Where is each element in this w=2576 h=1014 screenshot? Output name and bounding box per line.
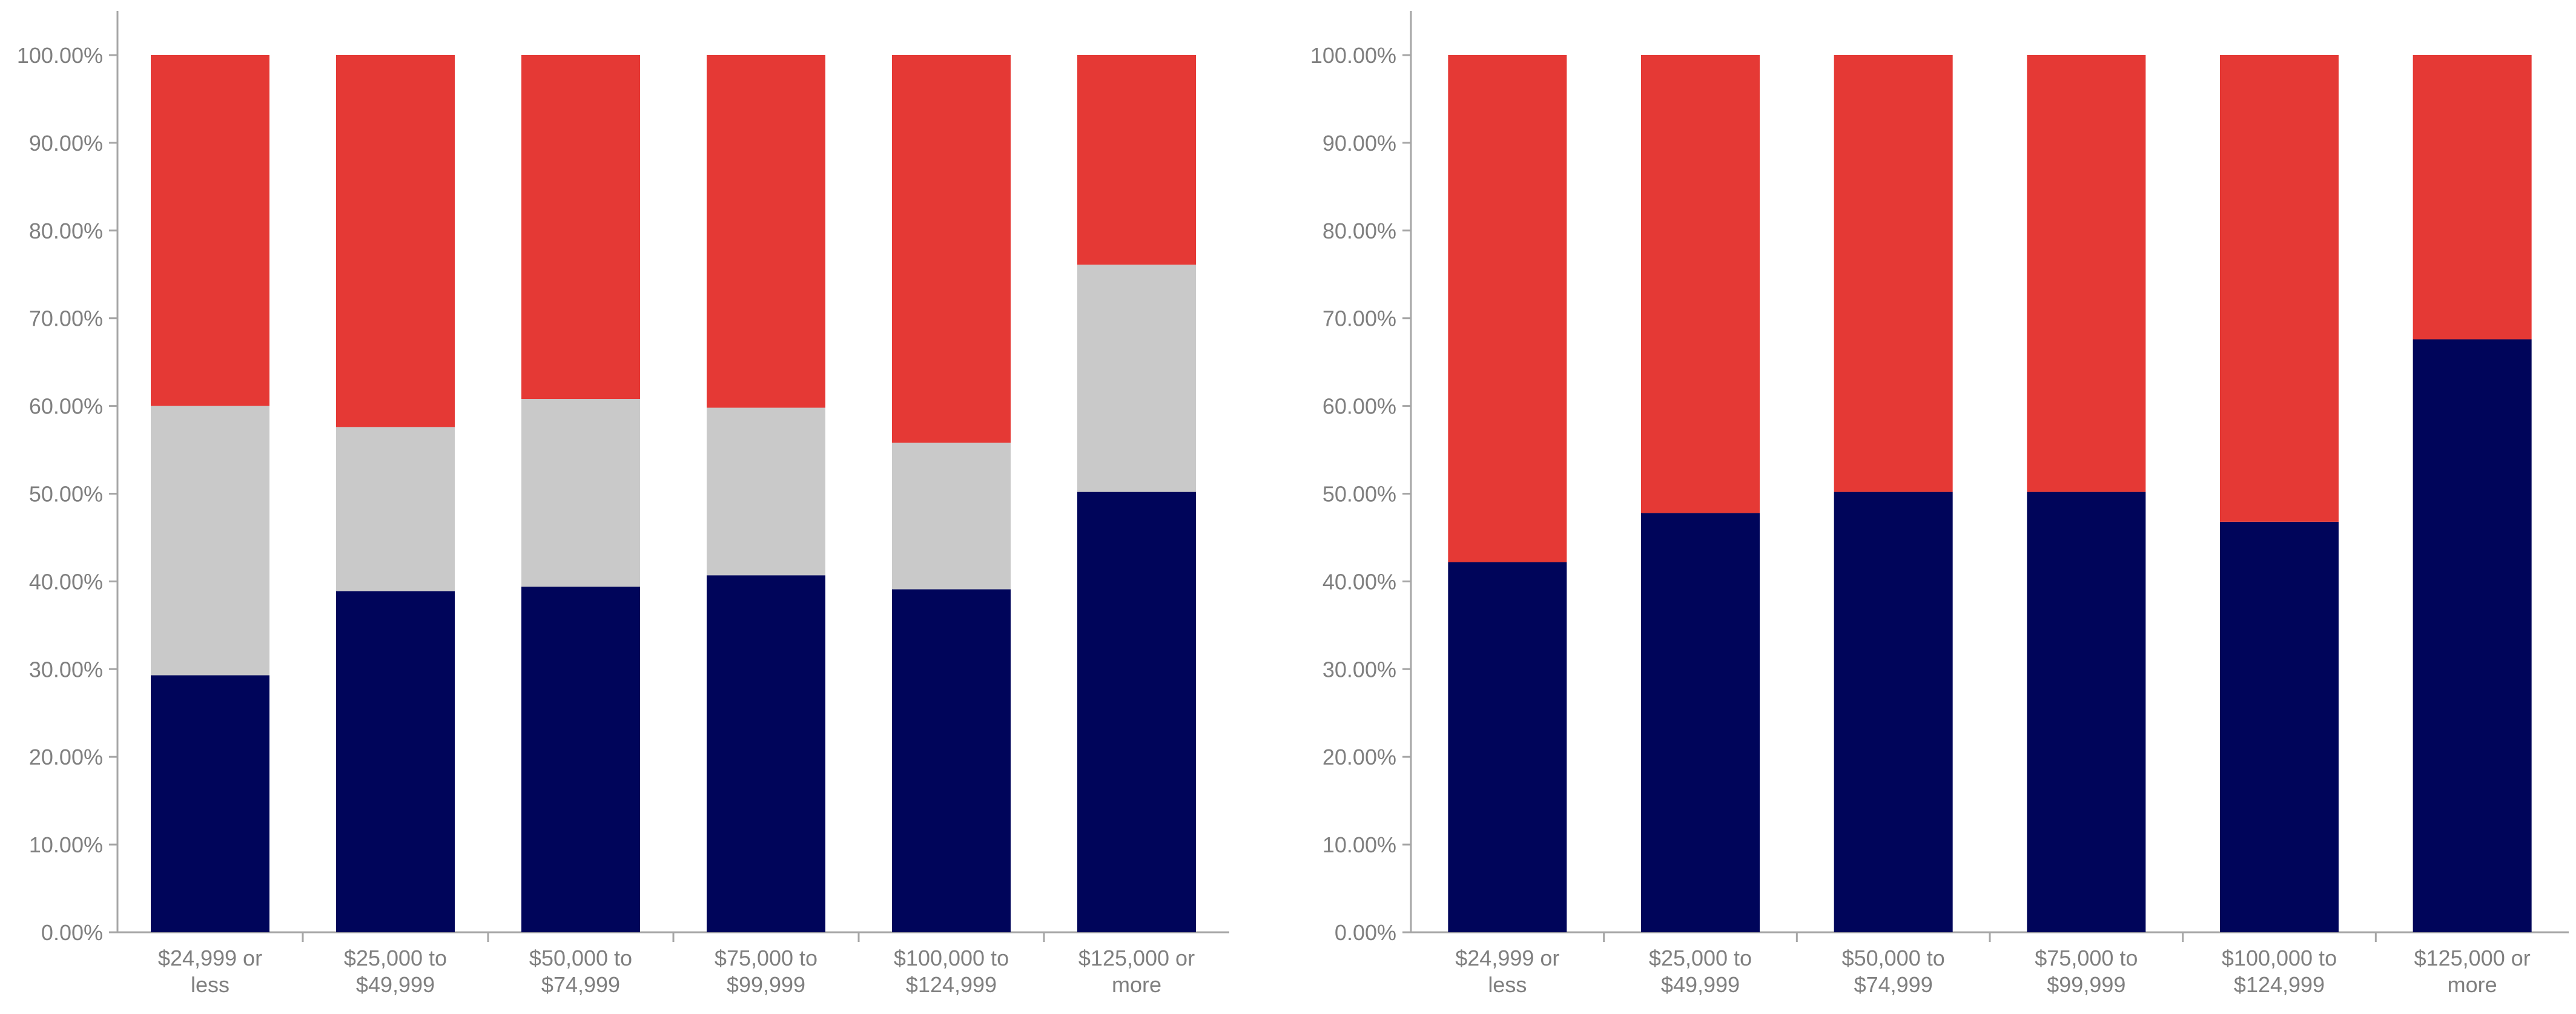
y-tick-label: 20.00%	[29, 745, 103, 769]
bar-segment-middle	[707, 407, 825, 576]
y-tick-label: 100.00%	[1310, 43, 1396, 68]
x-tick-label: $75,000 to $99,999	[715, 946, 817, 997]
y-tick-label: 0.00%	[1335, 920, 1396, 945]
chart-2: 0.00% 10.00% 20.00% 30.00% 40.00% 50.00% 60.00…	[1310, 11, 2569, 997]
x-tick-label: $24,999 or less	[1455, 946, 1559, 997]
y-tick-label: 10.00%	[1323, 832, 1396, 857]
y-tick-label: 20.00%	[1323, 745, 1396, 769]
x-tick-label: $75,000 to $99,999	[2035, 946, 2138, 997]
bar-segment-bottom	[1834, 492, 1953, 932]
y-tick-label: 50.00%	[1323, 482, 1396, 507]
bar-segment-top	[707, 55, 825, 408]
bar-segment-bottom	[1448, 562, 1567, 932]
bar-segment-top	[1641, 55, 1760, 513]
bar-segment-middle	[1077, 265, 1196, 492]
x-tick-label: $24,999 or less	[158, 946, 262, 997]
bar-segment-top	[1077, 55, 1196, 265]
x-tick-label: $50,000 to $74,999	[529, 946, 632, 997]
y-tick-label: 60.00%	[1323, 394, 1396, 419]
bar-segment-bottom	[2027, 492, 2146, 932]
y-tick-label: 40.00%	[1323, 569, 1396, 594]
bar-segment-middle	[892, 443, 1011, 590]
y-tick-label: 50.00%	[29, 482, 103, 507]
bar-segment-middle	[151, 406, 269, 676]
bar-segment-bottom	[336, 591, 455, 932]
bar-segment-top	[151, 55, 269, 406]
bar-segment-bottom	[2413, 339, 2532, 932]
x-tick-label: $50,000 to $74,999	[1842, 946, 1945, 997]
y-tick-label: 30.00%	[29, 657, 103, 682]
bar-segment-top	[2220, 55, 2339, 522]
y-tick-label: 70.00%	[1323, 306, 1396, 331]
bar-segment-bottom	[707, 575, 825, 932]
x-tick-label: $100,000 to $124,999	[2222, 946, 2337, 997]
y-tick-label: 80.00%	[29, 219, 103, 243]
bar-segment-bottom	[2220, 521, 2339, 932]
x-tick-label: $100,000 to $124,999	[894, 946, 1009, 997]
y-tick-label: 40.00%	[29, 569, 103, 594]
y-tick-label: 90.00%	[29, 131, 103, 156]
y-tick-label: 60.00%	[29, 394, 103, 419]
x-tick-label: $25,000 to $49,999	[1649, 946, 1752, 997]
bar-segment-top	[2027, 55, 2146, 492]
y-tick-label: 30.00%	[1323, 657, 1396, 682]
y-tick-label: 70.00%	[29, 306, 103, 331]
bar-segment-top	[2413, 55, 2532, 340]
x-tick-label: $125,000 or more	[2414, 946, 2531, 997]
y-tick-label: 0.00%	[41, 920, 103, 945]
bar-segment-top	[1448, 55, 1567, 562]
bar-segment-top	[892, 55, 1011, 443]
bar-segment-bottom	[1641, 513, 1760, 932]
bar-segment-top	[521, 55, 640, 400]
y-tick-label: 100.00%	[17, 43, 103, 68]
bar-segment-bottom	[521, 587, 640, 932]
bar-segment-top	[336, 55, 455, 427]
bar-segment-bottom	[151, 675, 269, 932]
x-tick-label: $125,000 or more	[1078, 946, 1195, 997]
y-tick-label: 80.00%	[1323, 219, 1396, 243]
y-tick-label: 10.00%	[29, 832, 103, 857]
bar-segment-middle	[336, 427, 455, 591]
x-tick-label: $25,000 to $49,999	[344, 946, 447, 997]
bar-segment-bottom	[1077, 492, 1196, 932]
bar-segment-bottom	[892, 589, 1011, 932]
bar-segment-top	[1834, 55, 1953, 492]
chart-1: 0.00% 10.00% 20.00% 30.00% 40.00% 50.00% 60.00…	[17, 11, 1229, 997]
bar-segment-middle	[521, 399, 640, 587]
y-tick-label: 90.00%	[1323, 131, 1396, 156]
